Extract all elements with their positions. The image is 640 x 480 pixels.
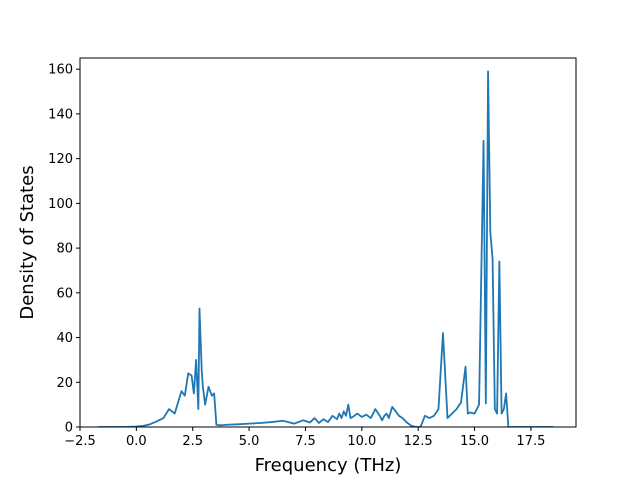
plot-area [98,70,554,427]
y-tick-label: 60 [56,286,73,301]
axis-ticks: −2.5 0.0 2.5 5.0 7.5 10.0 12.5 15.0 17.5 0 20 40 60 8… [48,63,545,449]
dos-series-line-0 [98,70,554,427]
y-tick-label: 40 [56,331,73,346]
x-tick-label: −2.5 [64,434,96,449]
x-tick-label: 12.5 [404,434,433,449]
x-tick-label: 7.5 [295,434,316,449]
y-tick-label: 80 [56,242,73,257]
x-tick-label: 10.0 [347,434,376,449]
y-tick-label: 0 [65,421,73,436]
y-tick-label: 120 [48,152,73,167]
x-tick-label: 17.5 [516,434,545,449]
x-tick-label: 0.0 [126,434,147,449]
y-tick-label: 100 [48,197,73,212]
y-tick-label: 20 [56,376,73,391]
y-axis-title: Density of States [17,165,38,319]
x-tick-label: 5.0 [239,434,260,449]
axes-frame [79,57,577,428]
x-axis-title: Frequency (THz) [255,455,402,476]
x-tick-label: 15.0 [460,434,489,449]
y-tick-label: 140 [48,107,73,122]
x-tick-label: 2.5 [182,434,203,449]
y-tick-label: 160 [48,63,73,78]
